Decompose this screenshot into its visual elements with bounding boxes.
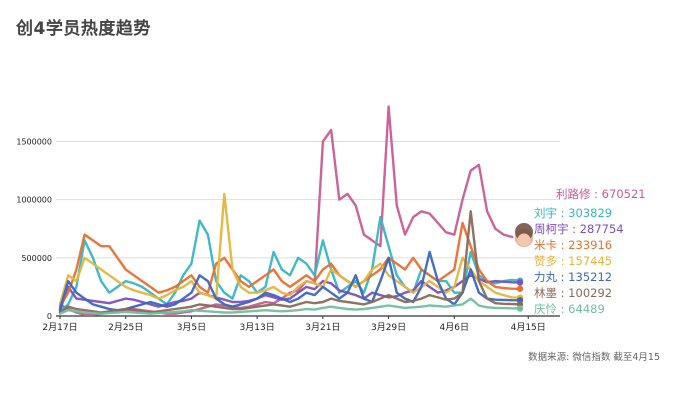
grid-layer — [56, 141, 560, 317]
x-tick-label: 3月29日 — [371, 322, 406, 333]
data-source-note: 数据来源: 微信指数 截至4月15 — [528, 352, 660, 363]
y-tick-label: 1500000 — [16, 138, 52, 147]
series-line-7 — [58, 210, 522, 314]
y-tick-label: 0 — [47, 312, 52, 321]
x-tick-label: 2月25日 — [108, 322, 143, 333]
x-tick-label: 4月6日 — [440, 322, 469, 333]
series-line-8 — [58, 297, 522, 315]
avatar-skin — [517, 233, 531, 247]
x-tick-label: 2月17日 — [42, 322, 77, 333]
avatar — [513, 223, 535, 249]
series-layer — [58, 105, 524, 316]
series-line-4 — [58, 221, 522, 308]
series-end-point-4 — [516, 285, 524, 292]
series-line-6 — [58, 250, 522, 312]
series-line-2 — [58, 215, 522, 313]
legend-layer: 利路修 : 670521 刘宇 : 303829 周柯宇 : 287754 米卡 : … — [513, 187, 646, 316]
x-tick-label: 3月13日 — [240, 322, 275, 333]
chart-title: 创4学员热度趋势 — [16, 19, 151, 39]
y-tick-label: 1000000 — [16, 196, 52, 205]
series-value-label-6: 力丸 : 135212 — [534, 270, 612, 284]
series-value-label-2: 刘宇 : 303829 — [534, 206, 612, 220]
series-value-label-7: 林墨 : 100292 — [534, 286, 612, 300]
x-tick-label: 3月5日 — [177, 322, 206, 333]
x-tick-label: 3月21日 — [305, 322, 340, 333]
series-value-label-8: 庆怜 : 64489 — [534, 302, 605, 316]
y-tick-label: 500000 — [21, 254, 52, 263]
series-end-point-3 — [516, 279, 524, 286]
series-line-1 — [58, 105, 522, 316]
x-tick-label: 4月15日 — [511, 322, 546, 333]
series-value-label-4: 米卡 : 233916 — [534, 238, 612, 252]
axis-layer: 0 500000 1000000 1500000 2月17日 2月25日 3月5日 3月13日… — [16, 138, 545, 333]
series-value-label-1: 利路修 : 670521 — [556, 187, 646, 201]
series-value-label-3: 周柯宇 : 287754 — [534, 222, 624, 236]
series-end-point-8 — [516, 305, 524, 312]
series-value-label-5: 赞多 : 157445 — [534, 254, 612, 268]
